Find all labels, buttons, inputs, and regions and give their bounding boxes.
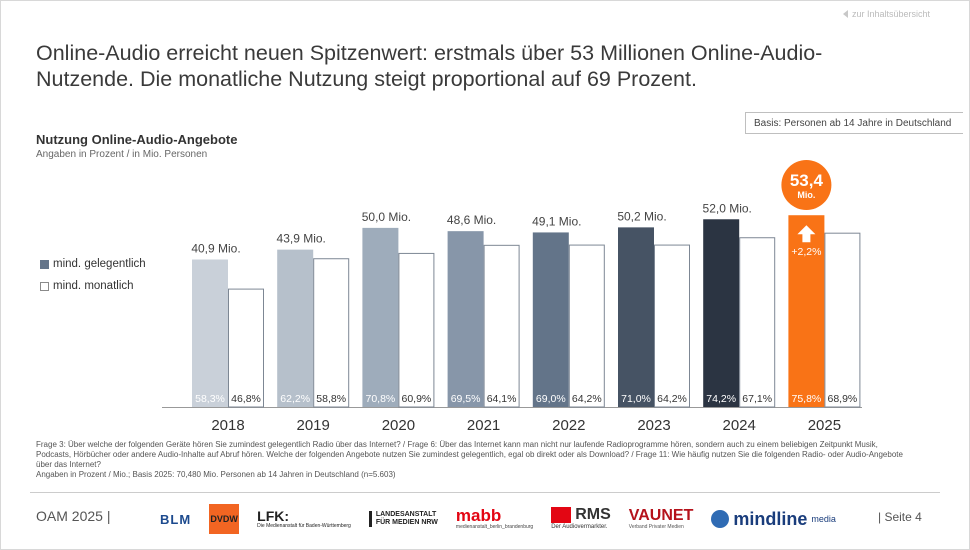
basis-box: Basis: Personen ab 14 Jahre in Deutschla…	[745, 112, 963, 134]
legend-swatch-dark	[40, 259, 49, 269]
x-tick-label: 2023	[637, 417, 670, 434]
up-arrow-icon	[797, 225, 816, 243]
lfm-logo-line2: FÜR MEDIEN NRW	[375, 519, 438, 526]
million-label: 50,2 Mio.	[617, 209, 666, 223]
footnote-line: über das Internet?	[36, 460, 101, 469]
bar-gelegentlich	[277, 249, 314, 407]
footer-study-label: OAM 2025 |	[36, 508, 111, 524]
million-label: 49,1 Mio.	[532, 214, 581, 228]
page-number: | Seite 4	[878, 510, 922, 524]
data-label-gelegentlich: 69,0%	[536, 393, 566, 405]
lfk-logo: LFK: Die Medienanstalt für Baden-Württem…	[257, 509, 351, 529]
million-label: 50,0 Mio.	[362, 210, 411, 224]
footnote-line: Angaben in Prozent / Mio.; Basis 2025: 7…	[36, 470, 396, 479]
x-tick-label: 2021	[467, 417, 500, 434]
slide-headline: Online-Audio erreicht neuen Spitzenwert:…	[36, 41, 823, 91]
lfk-logo-text: LFK:	[257, 508, 290, 524]
million-label: 43,9 Mio.	[277, 232, 326, 246]
bar-gelegentlich	[192, 259, 228, 407]
mabb-logo-subtext: medienanstalt_berlin_brandenburg	[455, 524, 534, 530]
mabb-logo: mabb medienanstalt_berlin_brandenburg	[455, 506, 534, 530]
data-label-gelegentlich: 62,2%	[280, 393, 310, 405]
chart-subtitle: Angaben in Prozent / in Mio. Personen	[36, 149, 208, 160]
chart-title: Nutzung Online-Audio-Angebote	[36, 132, 238, 147]
million-label: 48,6 Mio.	[447, 213, 496, 227]
mindline-logo-text: mindline	[733, 508, 808, 529]
bar-monatlich	[483, 244, 520, 408]
legend-label-gelegentlich: mind. gelegentlich	[53, 258, 146, 270]
bar-monatlich	[313, 258, 350, 408]
legend-swatch-light	[40, 281, 49, 291]
highlight-change: +2,2%	[791, 246, 821, 258]
bar-monatlich	[568, 244, 605, 408]
dvdw-logo: DVDW	[209, 504, 240, 534]
vaunet-logo-subtext: Verband Privater Medien	[628, 524, 684, 530]
lfm-nrw-logo: LANDESANSTALT FÜR MEDIEN NRW	[368, 511, 438, 527]
bar-gelegentlich	[703, 219, 740, 407]
footnote-line: Frage 3: Über welche der folgenden Gerät…	[36, 440, 878, 449]
data-label-monatlich: 68,9%	[828, 393, 858, 405]
bar-gelegentlich	[618, 227, 654, 407]
x-tick-label: 2019	[297, 417, 330, 434]
bar-chart: 58,3% 46,8% 2018 40,9 Mio. 62,2% 58,8% 2019 43,…	[162, 160, 862, 434]
x-tick-label: 2020	[382, 417, 415, 434]
vaunet-logo-text: VAUNET	[628, 507, 694, 524]
x-tick-label: 2024	[723, 417, 756, 434]
bar-gelegentlich	[447, 231, 484, 407]
data-label-gelegentlich: 58,3%	[195, 393, 225, 405]
data-label-monatlich: 64,2%	[657, 393, 687, 405]
bar-monatlich	[228, 288, 264, 408]
rms-logo-subtext: Der Audiovermarkter.	[551, 524, 608, 530]
data-label-monatlich: 60,9%	[402, 393, 432, 405]
highlight-bubble	[781, 160, 832, 210]
back-arrow-icon	[842, 10, 848, 18]
data-label-monatlich: 64,1%	[487, 393, 517, 405]
vaunet-logo: VAUNET Verband Privater Medien	[628, 507, 694, 531]
bar-monatlich	[398, 252, 435, 408]
million-label: 52,0 Mio.	[703, 201, 752, 215]
blm-logo: BLM	[160, 511, 192, 527]
highlight-unit: Mio.	[797, 190, 815, 200]
lfk-logo-subtext: Die Medienanstalt für Baden-Württemberg	[257, 523, 351, 529]
footnote-line: Podcasts, Hörbücher oder andere Audio-In…	[36, 450, 903, 459]
data-label-monatlich: 58,8%	[316, 393, 346, 405]
mindline-logo-mark	[711, 510, 730, 528]
mindline-logo-sup: media	[811, 514, 836, 524]
legend-item-gelegentlich: mind. gelegentlich	[40, 258, 146, 270]
data-label-gelegentlich: 74,2%	[706, 393, 736, 405]
highlight-value: 53,4	[790, 171, 824, 190]
bar-gelegentlich	[532, 232, 569, 407]
data-label-gelegentlich: 75,8%	[792, 393, 822, 405]
mindline-logo: mindline media	[711, 509, 836, 530]
bar-gelegentlich	[362, 227, 399, 407]
data-label-monatlich: 46,8%	[231, 393, 261, 405]
rms-logo: RMS Der Audiovermarkter.	[551, 507, 611, 531]
footer-divider	[30, 492, 940, 493]
rms-logo-text: RMS	[575, 506, 611, 523]
x-tick-label: 2025	[808, 417, 841, 434]
data-label-gelegentlich: 70,8%	[366, 393, 396, 405]
bar-monatlich	[654, 244, 690, 408]
data-label-monatlich: 64,2%	[572, 393, 602, 405]
legend-label-monatlich: mind. monatlich	[53, 280, 134, 292]
back-to-overview-link[interactable]: zur Inhaltsübersicht	[842, 9, 930, 19]
legend-item-monatlich: mind. monatlich	[40, 280, 146, 292]
x-tick-label: 2022	[552, 417, 585, 434]
data-label-gelegentlich: 69,5%	[451, 393, 481, 405]
back-link-label: zur Inhaltsübersicht	[851, 9, 930, 19]
million-label: 40,9 Mio.	[191, 242, 240, 256]
data-label-gelegentlich: 71,0%	[621, 393, 651, 405]
lfm-logo-line1: LANDESANSTALT	[375, 511, 437, 518]
chart-legend: mind. gelegentlich mind. monatlich	[40, 258, 146, 302]
rms-logo-mark	[551, 507, 572, 523]
bar-gelegentlich	[788, 215, 825, 407]
mabb-logo-text: mabb	[455, 506, 502, 525]
x-tick-label: 2018	[211, 417, 244, 434]
bar-monatlich	[824, 232, 861, 408]
bar-monatlich	[739, 237, 776, 408]
data-label-monatlich: 67,1%	[742, 393, 772, 405]
partner-logos: BLM DVDW LFK: Die Medienanstalt für Bade…	[160, 498, 836, 540]
footnote: Frage 3: Über welche der folgenden Gerät…	[36, 440, 941, 480]
